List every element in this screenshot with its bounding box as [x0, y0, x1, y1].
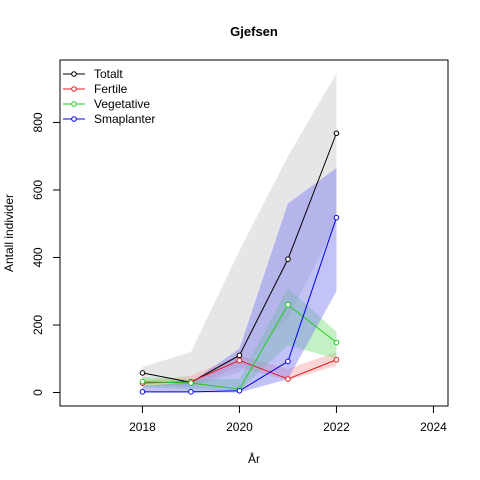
legend-label-smaplanter: Smaplanter	[94, 112, 155, 126]
band-smaplanter	[142, 168, 337, 393]
series-points	[139, 130, 340, 395]
y-tick-label-0: 0	[31, 389, 45, 396]
point-smaplanter-2020	[236, 388, 243, 394]
point-smaplanter-2022	[333, 214, 340, 221]
y-tick-label-400: 400	[31, 247, 45, 267]
y-axis-label: Antall individer	[2, 194, 16, 272]
band-totalt	[142, 73, 337, 388]
y-tick-label-200: 200	[31, 315, 45, 335]
y-axis: 0 200 400 600 800	[31, 112, 61, 396]
point-fertile-2021	[285, 376, 291, 382]
point-smaplanter-2021	[285, 358, 291, 365]
legend-marker-totalt	[71, 71, 77, 77]
x-tick-label-2024: 2024	[420, 420, 447, 434]
point-vegetative-2021	[285, 301, 291, 308]
y-tick-label-800: 800	[31, 112, 45, 132]
point-totalt-2018	[139, 370, 146, 376]
band-vegetative	[142, 287, 337, 391]
y-tick-label-600: 600	[31, 180, 45, 200]
point-vegetative-2019	[188, 380, 194, 386]
chart-title: Gjefsen	[230, 24, 278, 39]
point-totalt-2020	[236, 352, 243, 359]
x-axis-label: År	[248, 451, 260, 466]
point-totalt-2021	[285, 256, 291, 262]
legend-label-vegetative: Vegetative	[94, 97, 150, 111]
legend-marker-fertile	[71, 86, 77, 92]
point-smaplanter-2019	[188, 389, 194, 395]
legend-marker-smaplanter	[71, 116, 77, 122]
x-tick-label-2020: 2020	[226, 420, 253, 434]
legend-label-fertile: Fertile	[94, 82, 128, 96]
legend-marker-vegetative	[71, 101, 77, 107]
point-vegetative-2018	[139, 378, 146, 385]
point-fertile-2022	[333, 356, 340, 363]
x-tick-label-2018: 2018	[129, 420, 156, 434]
point-vegetative-2022	[333, 339, 340, 346]
point-fertile-2020	[236, 357, 243, 364]
x-tick-label-2022: 2022	[323, 420, 350, 434]
legend-label-totalt: Totalt	[94, 67, 123, 81]
point-totalt-2022	[333, 130, 340, 137]
point-smaplanter-2018	[139, 389, 146, 395]
x-axis: 2018 2020 2022 2024	[129, 405, 447, 434]
